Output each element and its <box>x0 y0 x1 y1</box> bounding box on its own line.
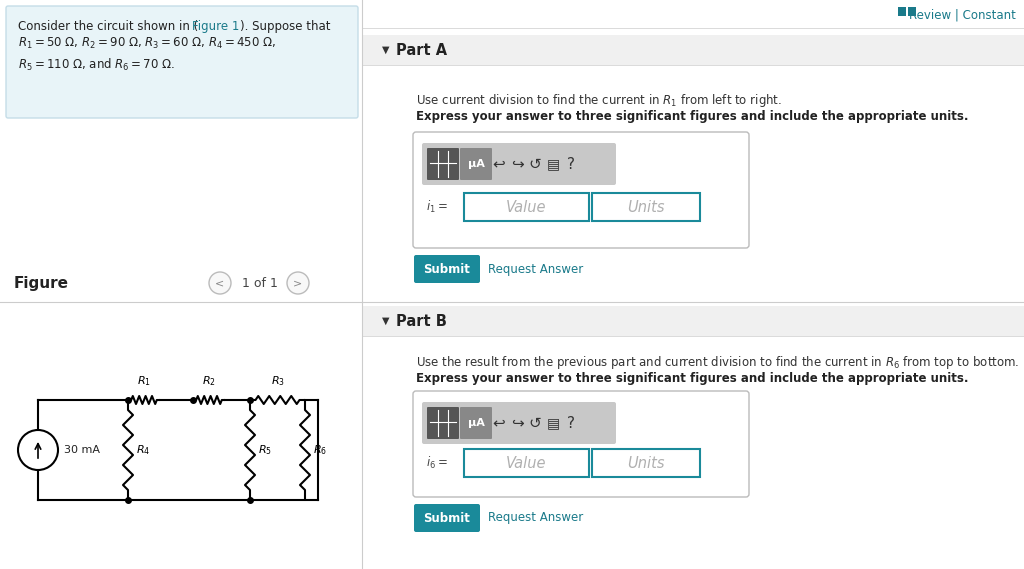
Text: Part B: Part B <box>396 314 446 328</box>
Text: ). Suppose that: ). Suppose that <box>240 20 331 33</box>
Text: Consider the circuit shown in (: Consider the circuit shown in ( <box>18 20 199 33</box>
Text: $R_1$: $R_1$ <box>137 374 151 388</box>
Text: Submit: Submit <box>424 262 470 275</box>
Text: $R_6$: $R_6$ <box>313 443 327 457</box>
Text: ↩: ↩ <box>493 415 506 431</box>
Text: $R_1 = 50\ \Omega$, $R_2 = 90\ \Omega$, $R_3 = 60\ \Omega$, $R_4 = 450\ \Omega$,: $R_1 = 50\ \Omega$, $R_2 = 90\ \Omega$, … <box>18 36 276 51</box>
Text: Express your answer to three significant figures and include the appropriate uni: Express your answer to three significant… <box>416 372 969 385</box>
Text: ▤: ▤ <box>547 157 559 171</box>
Text: $i_1 =$: $i_1 =$ <box>426 199 447 215</box>
Text: $R_5 = 110\ \Omega$, and $R_6 = 70\ \Omega$.: $R_5 = 110\ \Omega$, and $R_6 = 70\ \Ome… <box>18 57 175 73</box>
FancyBboxPatch shape <box>413 391 749 497</box>
Text: Units: Units <box>628 200 665 215</box>
Text: ↪: ↪ <box>511 156 523 171</box>
Text: Value: Value <box>506 200 546 215</box>
FancyBboxPatch shape <box>908 7 916 16</box>
FancyBboxPatch shape <box>592 449 700 477</box>
FancyBboxPatch shape <box>362 35 1024 65</box>
FancyBboxPatch shape <box>592 193 700 221</box>
Text: <: < <box>215 278 224 288</box>
Text: μA: μA <box>468 159 484 169</box>
FancyBboxPatch shape <box>464 193 589 221</box>
FancyBboxPatch shape <box>413 132 749 248</box>
Text: ↺: ↺ <box>528 156 542 171</box>
Text: Review | Constant: Review | Constant <box>909 8 1016 21</box>
Text: $R_5$: $R_5$ <box>258 443 272 457</box>
Text: Value: Value <box>506 456 546 471</box>
Circle shape <box>287 272 309 294</box>
Text: 30 mA: 30 mA <box>63 445 100 455</box>
Text: Use the result from the previous part and current division to find the current i: Use the result from the previous part an… <box>416 354 1020 371</box>
Text: Units: Units <box>628 456 665 471</box>
Text: Request Answer: Request Answer <box>488 262 584 275</box>
Text: Submit: Submit <box>424 512 470 525</box>
FancyBboxPatch shape <box>460 407 492 439</box>
Text: ↩: ↩ <box>493 156 506 171</box>
FancyBboxPatch shape <box>414 504 480 532</box>
Text: ?: ? <box>567 415 575 431</box>
FancyBboxPatch shape <box>460 148 492 180</box>
FancyBboxPatch shape <box>427 148 459 180</box>
Circle shape <box>209 272 231 294</box>
Text: Part A: Part A <box>396 43 447 57</box>
Text: ▼: ▼ <box>382 45 389 55</box>
FancyBboxPatch shape <box>464 449 589 477</box>
Text: $i_6 =$: $i_6 =$ <box>426 455 447 471</box>
Text: Figure 1: Figure 1 <box>193 20 240 33</box>
Text: $R_4$: $R_4$ <box>136 443 151 457</box>
Text: >: > <box>293 278 303 288</box>
Text: $R_3$: $R_3$ <box>270 374 285 388</box>
Text: Express your answer to three significant figures and include the appropriate uni: Express your answer to three significant… <box>416 110 969 123</box>
Text: μA: μA <box>468 418 484 428</box>
Text: $R_2$: $R_2$ <box>202 374 216 388</box>
FancyBboxPatch shape <box>422 143 616 185</box>
FancyBboxPatch shape <box>362 306 1024 336</box>
FancyBboxPatch shape <box>6 6 358 118</box>
Text: Figure: Figure <box>14 275 69 291</box>
Text: ?: ? <box>567 156 575 171</box>
FancyBboxPatch shape <box>898 7 906 16</box>
FancyBboxPatch shape <box>414 255 480 283</box>
FancyBboxPatch shape <box>422 402 616 444</box>
Text: 1 of 1: 1 of 1 <box>242 277 278 290</box>
FancyBboxPatch shape <box>427 407 459 439</box>
Text: ▤: ▤ <box>547 416 559 430</box>
Text: ↺: ↺ <box>528 415 542 431</box>
Text: ↪: ↪ <box>511 415 523 431</box>
Text: Request Answer: Request Answer <box>488 512 584 525</box>
Text: ▼: ▼ <box>382 316 389 326</box>
Circle shape <box>18 430 58 470</box>
Text: Use current division to find the current in $R_1$ from left to right.: Use current division to find the current… <box>416 92 782 109</box>
